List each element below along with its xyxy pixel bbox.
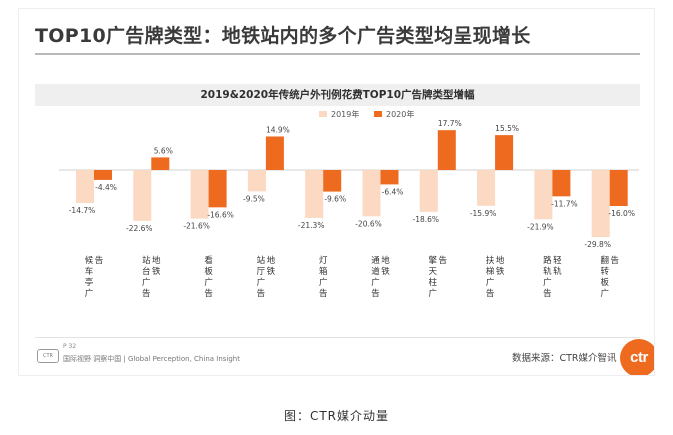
value-label-2020-7: 17.7%	[438, 119, 462, 128]
bar-2019-2	[133, 170, 152, 221]
bar-2020-7	[437, 130, 456, 170]
legend-swatch-2019	[319, 111, 327, 117]
bar-2019-8	[477, 170, 496, 206]
value-label-2020-1: -4.4%	[95, 183, 117, 192]
bar-2019-10	[591, 170, 610, 238]
value-label-2020-5: -9.6%	[324, 195, 346, 204]
value-label-2019-7: -18.6%	[413, 215, 440, 224]
value-label-2019-8: -15.9%	[470, 209, 497, 218]
bar-2019-9	[534, 170, 553, 220]
value-label-2019-3: -21.6%	[183, 222, 210, 231]
bar-2019-3	[190, 170, 209, 219]
title-divider	[35, 53, 640, 55]
bar-2019-4	[247, 170, 266, 192]
bar-2020-6	[380, 170, 399, 185]
category-label-5: 灯箱广告	[319, 255, 328, 299]
bar-2019-1	[76, 170, 94, 204]
category-label-2-part2: 地铁	[152, 255, 161, 277]
category-label-8-part2: 地铁	[496, 255, 505, 277]
value-label-2020-4: 14.9%	[266, 125, 290, 134]
category-label-9-part1: 路轨广告	[543, 255, 552, 299]
bar-2019-6	[362, 170, 381, 217]
category-label-1-part2: 告	[95, 255, 104, 266]
category-label-9-part2: 轻轨	[553, 255, 562, 277]
category-label-6-part1: 通道广告	[371, 255, 380, 299]
value-label-2019-5: -21.3%	[298, 221, 325, 230]
category-label-10-part2: 告	[610, 255, 619, 266]
category-label-8-part1: 扶梯广告	[486, 255, 495, 299]
value-label-2020-9: -11.7%	[551, 199, 578, 208]
bar-2020-1	[94, 170, 112, 180]
figure-caption: 图：CTR媒介动量	[283, 409, 390, 423]
bar-2020-10	[609, 170, 628, 206]
ctr-logo: ctr	[620, 339, 654, 375]
bar-2020-2	[151, 157, 170, 170]
value-label-2019-2: -22.6%	[126, 224, 153, 233]
category-label-4-part2: 地铁	[267, 255, 276, 277]
page-number: P 32	[63, 343, 77, 350]
bar-2020-4	[265, 136, 284, 170]
legend-label-2020: 2020年	[386, 109, 414, 119]
slide: TOP10广告牌类型：地铁站内的多个广告类型均呈现增长 2019&2020年传统…	[18, 8, 655, 376]
value-label-2019-10: -29.8%	[584, 240, 611, 249]
footer-divider	[35, 337, 640, 338]
value-label-2020-10: -16.0%	[608, 209, 635, 218]
value-label-2019-9: -21.9%	[527, 222, 554, 231]
legend-label-2019: 2019年	[331, 109, 359, 119]
bar-2020-9	[552, 170, 571, 197]
legend-swatch-2020	[374, 111, 382, 117]
category-label-7-part1: 擎天柱广	[429, 255, 438, 299]
category-label-7-part2: 告	[439, 255, 448, 266]
bar-2020-8	[495, 135, 514, 170]
value-label-2020-8: 15.5%	[495, 124, 519, 133]
bar-chart: 2019年 2020年-14.7%-4.4%候车亭广告-22.6%5.6%站台广告…	[59, 109, 639, 299]
value-label-2019-6: -20.6%	[355, 219, 382, 228]
category-label-1-part1: 候车亭广	[85, 256, 94, 299]
value-label-2020-6: -6.4%	[382, 187, 404, 196]
certification-badge: CTR	[37, 349, 59, 363]
bar-2019-7	[419, 170, 438, 212]
data-source: 数据来源：CTR媒介智讯	[512, 353, 617, 364]
footer-tagline: 国际视野 洞察中国 | Global Perception, China Ins…	[63, 355, 240, 363]
category-label-2-part1: 站台广告	[142, 255, 151, 299]
value-label-2019-1: -14.7%	[69, 206, 96, 215]
category-label-4-part1: 站厅广告	[257, 255, 266, 299]
category-label-6-part2: 地铁	[381, 255, 390, 277]
category-label-3: 看板广告	[204, 255, 213, 299]
value-label-2019-4: -9.5%	[243, 194, 265, 203]
bar-2019-5	[305, 170, 324, 218]
value-label-2020-2: 5.6%	[154, 146, 173, 155]
value-label-2020-3: -16.6%	[207, 210, 234, 219]
category-label-10-part1: 翻转板广	[600, 256, 609, 299]
bar-2020-3	[208, 170, 227, 208]
bar-2020-5	[323, 170, 342, 192]
chart-title: 2019&2020年传统户外刊例花费TOP10广告牌类型增幅	[35, 84, 640, 106]
slide-headline: TOP10广告牌类型：地铁站内的多个广告类型均呈现增长	[35, 25, 531, 47]
